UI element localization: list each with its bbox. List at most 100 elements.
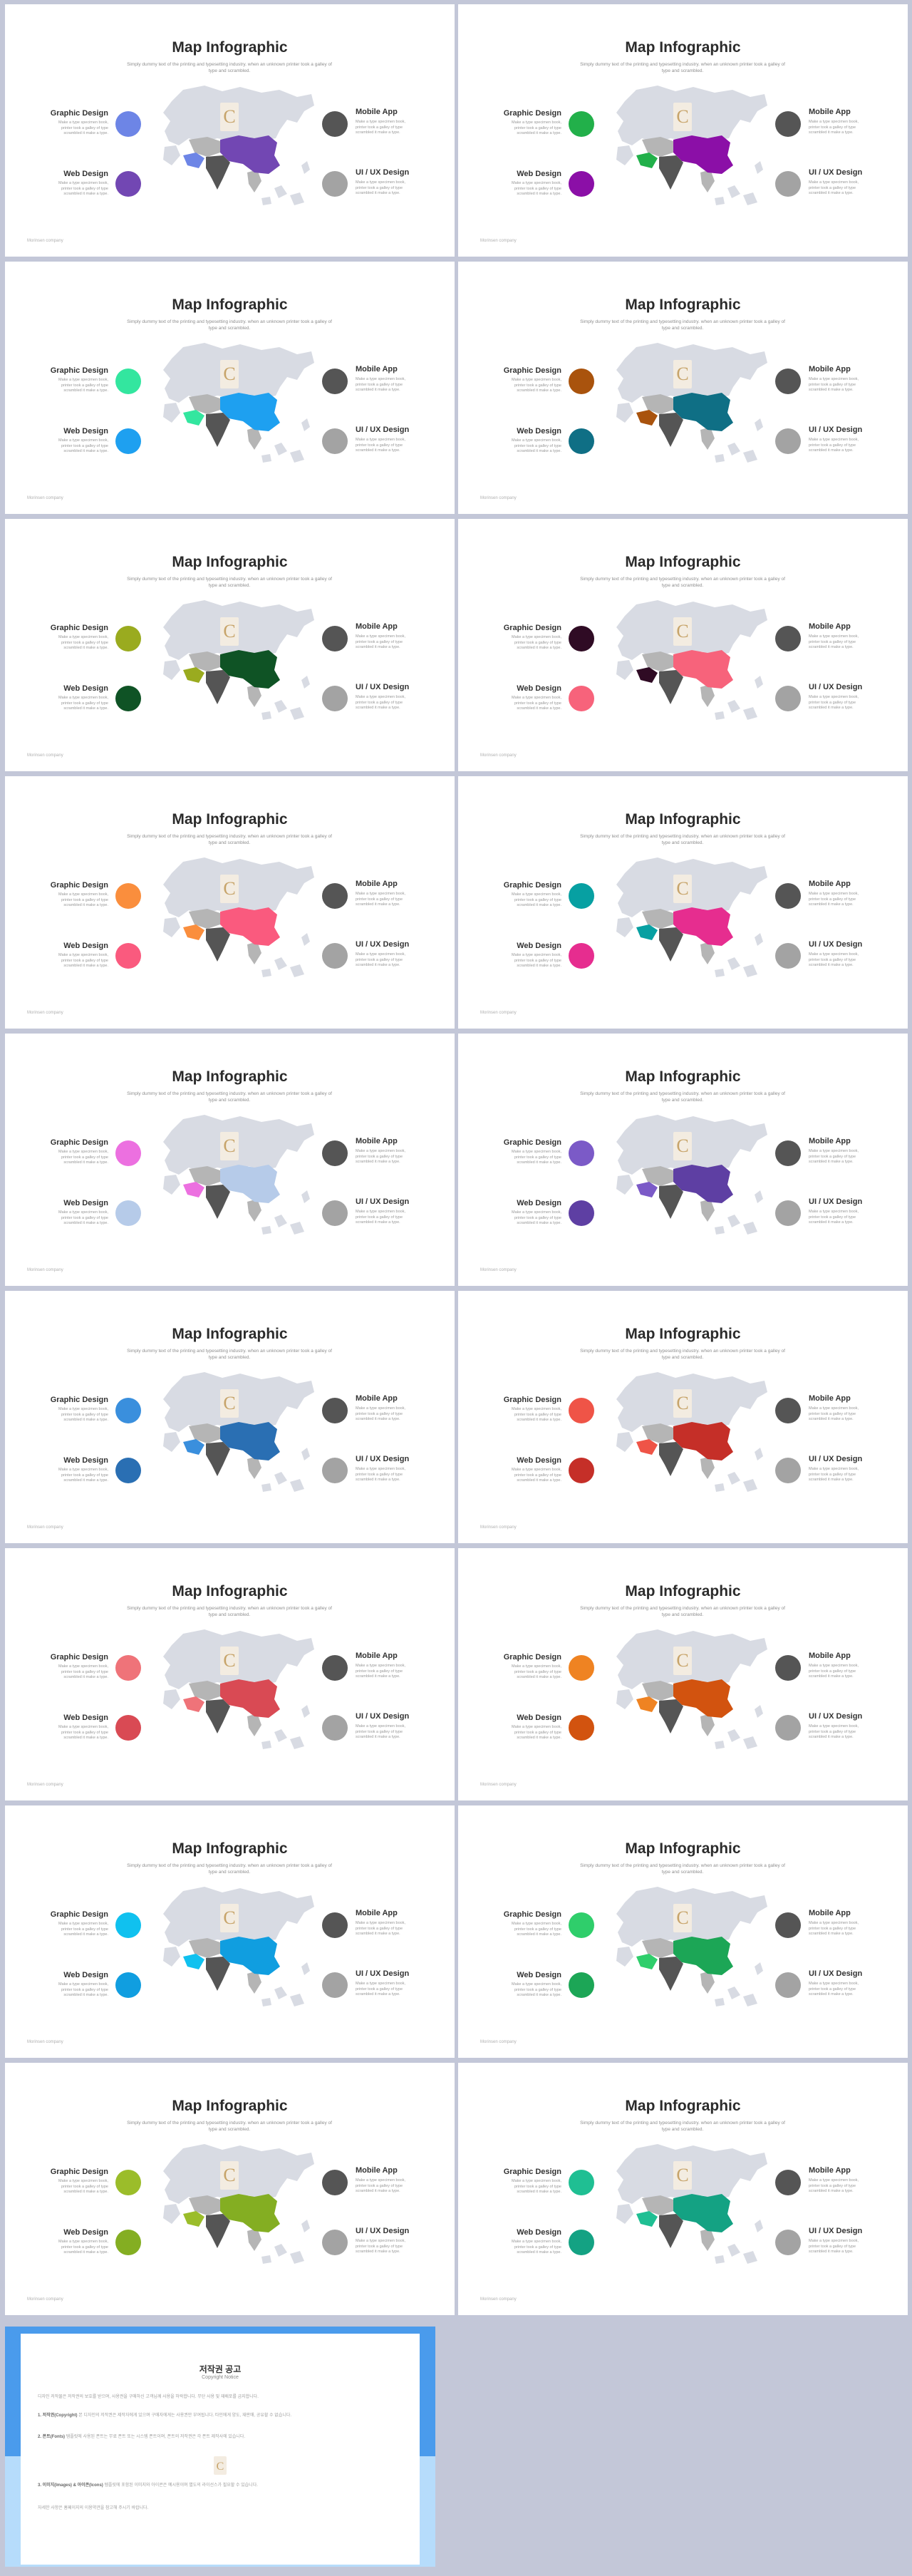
southeast-asia-region (247, 427, 261, 450)
web-design-label: Web Design (517, 170, 561, 178)
graphic-design-circle (115, 1655, 141, 1681)
asia-map: C (616, 600, 767, 720)
islands (261, 2220, 310, 2264)
asia-land-south (616, 1947, 633, 1967)
slide-card-10[interactable]: Map Infographic Simply dummy text of the… (458, 1034, 908, 1286)
asia-map: C (616, 343, 767, 463)
brand-logo-box (673, 103, 692, 131)
middle-east-region (636, 2211, 658, 2227)
slide-subtitle: Simply dummy text of the printing and ty… (127, 62, 332, 73)
graphic-design-text: Make a type specimen book, printer took … (58, 2179, 108, 2194)
asia-land-south (616, 660, 633, 680)
ui-ux-circle (322, 171, 348, 197)
mobile-app-label: Mobile App (356, 2166, 398, 2175)
brand-logo-mark: C (223, 621, 235, 642)
slide-card-18[interactable]: Map Infographic Simply dummy text of the… (458, 2063, 908, 2315)
ui-ux-text: Make a type specimen book, printer took … (356, 1467, 406, 1482)
middle-east-region (183, 667, 204, 683)
mobile-app-circle (775, 369, 801, 394)
islands (261, 1962, 310, 2006)
asia-land-south (616, 1175, 633, 1195)
web-design-text: Make a type specimen book, printer took … (511, 953, 561, 968)
slide-card-5[interactable]: Map Infographic Simply dummy text of the… (5, 519, 455, 771)
ui-ux-circle (322, 1200, 348, 1226)
brand-logo-mark: C (223, 106, 235, 127)
web-design-text: Make a type specimen book, printer took … (58, 1210, 108, 1225)
slide-card-15[interactable]: Map Infographic Simply dummy text of the… (5, 1805, 455, 2058)
brand-logo-box (673, 1904, 692, 1932)
slide-card-7[interactable]: Map Infographic Simply dummy text of the… (5, 776, 455, 1029)
slide-card-6[interactable]: Map Infographic Simply dummy text of the… (458, 519, 908, 771)
slide-footer: Morinsen company (27, 1783, 63, 1787)
ui-ux-text: Make a type specimen book, printer took … (356, 438, 406, 453)
graphic-design-label: Graphic Design (50, 109, 108, 118)
slide-card-12[interactable]: Map Infographic Simply dummy text of the… (458, 1291, 908, 1543)
brand-logo-box (673, 1132, 692, 1160)
slide-title: Map Infographic (172, 2098, 288, 2114)
web-design-text: Make a type specimen book, printer took … (511, 1725, 561, 1740)
slide-card-8[interactable]: Map Infographic Simply dummy text of the… (458, 776, 908, 1029)
mobile-app-text: Make a type specimen book, printer took … (809, 377, 859, 392)
mobile-app-text: Make a type specimen book, printer took … (809, 1664, 859, 1679)
ui-ux-text: Make a type specimen book, printer took … (809, 952, 859, 967)
graphic-design-text: Make a type specimen book, printer took … (511, 1664, 561, 1679)
graphic-design-circle (569, 369, 594, 394)
web-design-circle (569, 1200, 594, 1226)
mobile-app-circle (775, 626, 801, 651)
china-region (673, 1937, 733, 1975)
slide-card-1[interactable]: Map Infographic Simply dummy text of the… (5, 4, 455, 257)
asia-land-south (616, 2204, 633, 2224)
india-region (659, 2214, 683, 2248)
graphic-design-label: Graphic Design (50, 2168, 108, 2176)
islands (715, 1962, 763, 2006)
middle-east-region (183, 1182, 204, 1197)
brand-logo-mark: C (223, 1393, 235, 1413)
ui-ux-circle (775, 1200, 801, 1226)
copyright-section-1-text: 본 디자인의 저작권은 제작자에게 있으며 구매자에게는 사용권만 부여됩니다.… (78, 2413, 292, 2418)
ui-ux-text: Make a type specimen book, printer took … (356, 952, 406, 967)
mobile-app-circle (322, 1398, 348, 1423)
ui-ux-label: UI / UX Design (356, 2227, 410, 2235)
slide-title: Map Infographic (625, 554, 741, 570)
graphic-design-text: Make a type specimen book, printer took … (511, 2179, 561, 2194)
islands (261, 676, 310, 720)
brand-logo-box (220, 617, 239, 646)
slide-card-17[interactable]: Map Infographic Simply dummy text of the… (5, 2063, 455, 2315)
graphic-design-label: Graphic Design (503, 1910, 561, 1919)
graphic-design-circle (115, 1912, 141, 1938)
ui-ux-label: UI / UX Design (809, 1197, 863, 1206)
ui-ux-text: Make a type specimen book, printer took … (809, 438, 859, 453)
slide-footer: Morinsen company (480, 2040, 517, 2044)
ui-ux-circle (775, 943, 801, 969)
slide-card-2[interactable]: Map Infographic Simply dummy text of the… (458, 4, 908, 257)
india-region (659, 927, 683, 962)
brand-logo-mark: C (223, 2165, 235, 2185)
slide-card-11[interactable]: Map Infographic Simply dummy text of the… (5, 1291, 455, 1543)
web-design-label: Web Design (63, 1456, 108, 1465)
asia-land-south (163, 145, 180, 165)
mobile-app-text: Make a type specimen book, printer took … (809, 120, 859, 135)
slide-card-13[interactable]: Map Infographic Simply dummy text of the… (5, 1548, 455, 1800)
mobile-app-label: Mobile App (809, 1137, 851, 1145)
central-asia-region (189, 394, 220, 414)
web-design-text: Make a type specimen book, printer took … (511, 1982, 561, 1997)
web-design-label: Web Design (517, 2228, 561, 2237)
slide-title: Map Infographic (172, 1068, 288, 1085)
web-design-label: Web Design (63, 1199, 108, 1207)
slide-card-3[interactable]: Map Infographic Simply dummy text of the… (5, 262, 455, 514)
copyright-section-3: 3. 이미지(Images) & 아이콘(Icons) 템플릿에 포함된 이미지… (38, 2482, 401, 2489)
slide-card-16[interactable]: Map Infographic Simply dummy text of the… (458, 1805, 908, 2058)
web-design-text: Make a type specimen book, printer took … (58, 181, 108, 196)
graphic-design-label: Graphic Design (50, 1910, 108, 1919)
web-design-label: Web Design (63, 1714, 108, 1722)
slide-footer: Morinsen company (27, 2040, 63, 2044)
southeast-asia-region (247, 684, 261, 707)
central-asia-region (189, 2195, 220, 2215)
brand-logo-box (673, 360, 692, 388)
slide-card-9[interactable]: Map Infographic Simply dummy text of the… (5, 1034, 455, 1286)
slide-card-14[interactable]: Map Infographic Simply dummy text of the… (458, 1548, 908, 1800)
graphic-design-text: Make a type specimen book, printer took … (58, 1664, 108, 1679)
slide-card-4[interactable]: Map Infographic Simply dummy text of the… (458, 262, 908, 514)
ui-ux-label: UI / UX Design (809, 2227, 863, 2235)
brand-logo-mark: C (223, 1907, 235, 1928)
